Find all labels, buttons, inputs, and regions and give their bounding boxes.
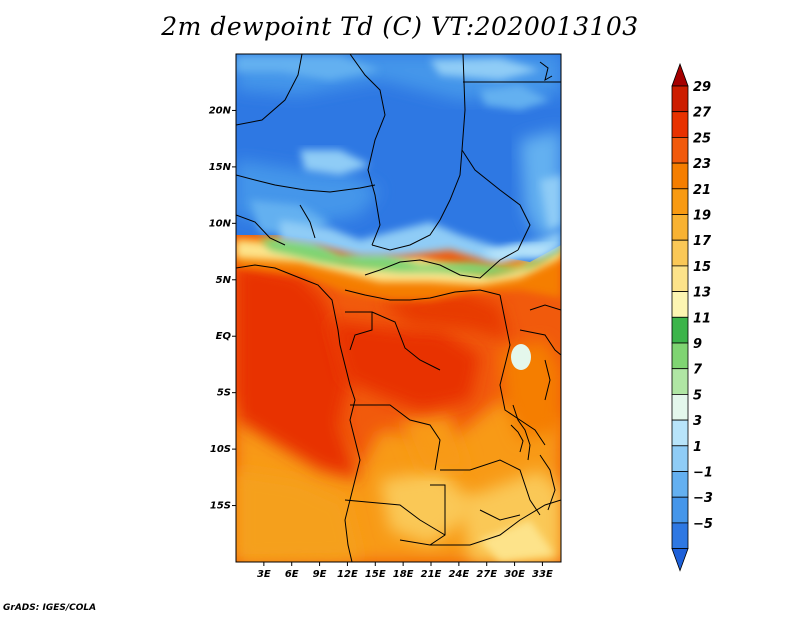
colorbar-label: 27 bbox=[693, 106, 712, 121]
x-tick-label: 12E bbox=[337, 569, 358, 580]
colorbar-segment bbox=[671, 291, 689, 318]
colorbar-label: −1 bbox=[693, 466, 713, 481]
colorbar-segment bbox=[671, 136, 689, 164]
colorbar-label: 3 bbox=[693, 414, 702, 429]
colorbar-label: 1 bbox=[693, 440, 702, 455]
x-tick-label: 18E bbox=[393, 569, 414, 580]
y-tick-label: 20N bbox=[209, 105, 232, 116]
colorbar-segment bbox=[671, 445, 689, 472]
colorbar-label: 7 bbox=[693, 363, 703, 378]
colorbar-segment bbox=[671, 342, 689, 370]
x-tick-label: 6E bbox=[285, 569, 299, 580]
colorbar-label: 17 bbox=[693, 234, 712, 249]
colorbar-segment bbox=[671, 522, 689, 550]
colorbar-bottom-triangle bbox=[671, 548, 689, 572]
dewpoint-field bbox=[236, 54, 561, 562]
colorbar-label: 25 bbox=[693, 131, 711, 146]
colorbar-segment bbox=[671, 85, 689, 113]
x-tick-label: 33E bbox=[532, 569, 553, 580]
colorbar-label: −5 bbox=[693, 517, 713, 532]
x-tick-label: 24E bbox=[448, 569, 469, 580]
y-tick-label: 15N bbox=[209, 162, 232, 173]
y-tick-label: 5N bbox=[216, 275, 232, 286]
x-tick-label: 30E bbox=[504, 569, 525, 580]
x-tick-label: 15E bbox=[365, 569, 386, 580]
y-tick-label: 10N bbox=[209, 218, 232, 229]
colorbar-label: 19 bbox=[693, 209, 711, 224]
colorbar-segment bbox=[671, 162, 689, 190]
colorbar-segment bbox=[671, 393, 689, 421]
colorbar-segment bbox=[671, 496, 689, 524]
grads-credit: GrADS: IGES/COLA bbox=[3, 603, 97, 613]
colorbar-label: 11 bbox=[693, 311, 711, 326]
y-tick-label: EQ bbox=[216, 331, 232, 342]
x-tick-label: 21E bbox=[421, 569, 442, 580]
colorbar-segment bbox=[671, 214, 689, 241]
x-tick-label: 3E bbox=[257, 569, 271, 580]
map-title: 2m dewpoint Td (C) VT:2020013103 bbox=[161, 12, 639, 41]
colorbar: 29 27 25 23 21 19 17 15 13 11 9 7 5 3 1 −1 −3 −5 bbox=[671, 62, 713, 572]
colorbar-segment bbox=[671, 188, 689, 215]
colorbar-label: 21 bbox=[693, 183, 711, 198]
x-tick-label: 27E bbox=[476, 569, 497, 580]
colorbar-label: 15 bbox=[693, 260, 711, 275]
y-tick-label: 5S bbox=[217, 388, 231, 399]
colorbar-label: 23 bbox=[693, 157, 711, 172]
map-axes: 3E 6E 9E 12E 15E 18E 21E 24E 27E 30E 33E 20N 15N 10N 5… bbox=[209, 105, 553, 580]
colorbar-segment bbox=[671, 368, 689, 395]
colorbar-segment bbox=[671, 265, 689, 292]
colorbar-segment bbox=[671, 316, 689, 344]
y-tick-label: 10S bbox=[210, 444, 231, 455]
x-tick-label: 9E bbox=[313, 569, 327, 580]
colorbar-label: 9 bbox=[693, 337, 702, 352]
colorbar-segment bbox=[671, 239, 689, 267]
colorbar-label: 13 bbox=[693, 286, 711, 301]
colorbar-label: 5 bbox=[693, 388, 702, 403]
y-tick-label: 15S bbox=[210, 501, 231, 512]
colorbar-segment bbox=[671, 419, 689, 447]
map-frame bbox=[235, 53, 562, 563]
colorbar-segment bbox=[671, 471, 689, 498]
colorbar-label: 29 bbox=[693, 80, 711, 95]
colorbar-top-triangle bbox=[671, 62, 689, 87]
colorbar-segment bbox=[671, 111, 689, 138]
country-borders bbox=[236, 54, 561, 562]
colorbar-label: −3 bbox=[693, 491, 713, 506]
